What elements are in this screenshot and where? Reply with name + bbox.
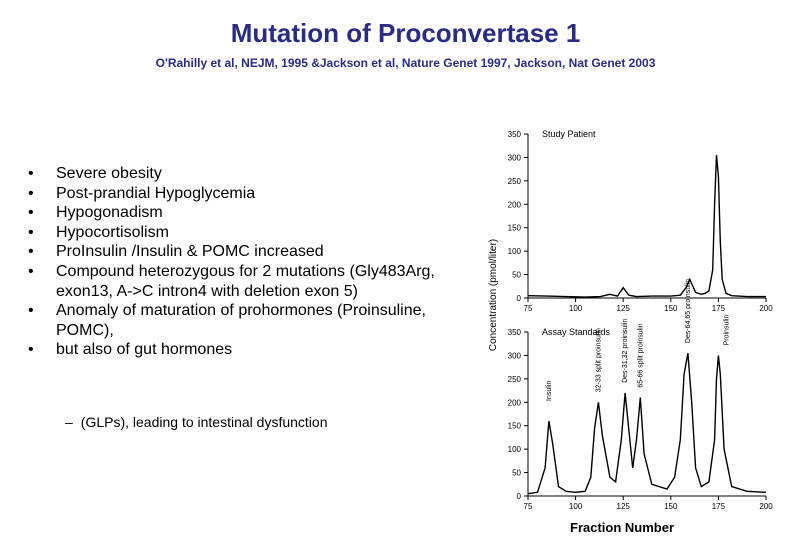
bullet-marker: • bbox=[28, 243, 34, 261]
y-tick-label: 350 bbox=[508, 328, 522, 337]
panel-title: Study Patient bbox=[542, 129, 596, 139]
bullet-item: • Severe obesity bbox=[25, 164, 465, 184]
peak-annotation: Proinsulin bbox=[723, 315, 730, 346]
x-tick-label: 125 bbox=[617, 304, 631, 313]
bullet-text: Severe obesity bbox=[56, 165, 162, 182]
bullet-text: Compound heterozygous for 2 mutations (G… bbox=[56, 262, 435, 300]
bullet-item: • Compound heterozygous for 2 mutations (… bbox=[25, 262, 465, 301]
x-tick-label: 75 bbox=[524, 304, 533, 313]
x-tick-label: 150 bbox=[664, 502, 678, 510]
y-axis-label: Concentration (pmol/liter) bbox=[488, 239, 499, 351]
bullet-text: Hypocortisolism bbox=[56, 223, 169, 241]
x-tick-label: 175 bbox=[712, 304, 726, 313]
y-tick-label: 50 bbox=[512, 271, 521, 280]
bullet-marker: • bbox=[28, 204, 34, 222]
bullet-item: • but also of gut hormones bbox=[25, 340, 465, 360]
x-tick-label: 100 bbox=[569, 502, 583, 510]
hplc-chromatogram-figure: Concentration (pmol/liter) 0 50 100 150 200 2… bbox=[488, 129, 774, 510]
assay-standards-panel: 0 50 100 150 200 250 300 350 75 100 125 150 175 200 As… bbox=[508, 279, 774, 510]
peak-annotation: 65-66 split proinsulin bbox=[637, 323, 644, 387]
bullet-text: Anomaly of maturation of prohormones (Pr… bbox=[56, 302, 426, 339]
slide-title: Mutation of Proconvertase 1 bbox=[230, 18, 581, 48]
y-tick-label: 150 bbox=[508, 224, 522, 233]
study-patient-panel: 0 50 100 150 200 250 300 350 75 100 125 150 175 200 St… bbox=[508, 129, 774, 313]
y-tick-label: 100 bbox=[508, 247, 522, 256]
y-tick-label: 0 bbox=[517, 294, 522, 303]
bullet-marker: • bbox=[28, 223, 34, 241]
sub-bullet-text: (GLPs), leading to intestinal dysfunctio… bbox=[80, 414, 328, 430]
x-tick-label: 200 bbox=[759, 304, 773, 313]
x-tick-label: 125 bbox=[617, 502, 631, 510]
y-tick-label: 200 bbox=[508, 200, 522, 209]
panel-title: Assay Standards bbox=[542, 327, 611, 337]
y-tick-label: 150 bbox=[508, 422, 522, 431]
bullet-item: • Post-prandial Hypoglycemia bbox=[25, 184, 465, 204]
y-tick-label: 250 bbox=[508, 177, 522, 186]
peak-annotation: Des-64,65 proinsulin bbox=[685, 279, 692, 343]
y-tick-label: 100 bbox=[508, 445, 522, 454]
x-tick-label: 100 bbox=[569, 304, 583, 313]
bullet-text: Post-prandial Hypoglycemia bbox=[56, 184, 256, 202]
bullet-list: • Severe obesity • Post-prandial Hypoglyce… bbox=[25, 164, 465, 360]
citation: O'Rahilly et al, NEJM, 1995 &Jackson et … bbox=[155, 56, 656, 70]
bullet-marker: • bbox=[28, 341, 34, 359]
peak-annotation: Des-31,32 proinsulin bbox=[622, 319, 629, 383]
y-tick-label: 250 bbox=[508, 375, 522, 384]
x-tick-label: 175 bbox=[712, 502, 726, 510]
bullet-item: • ProInsulin /Insulin & POMC increased bbox=[25, 242, 465, 262]
bullet-text: but also of gut hormones bbox=[56, 341, 233, 359]
y-tick-label: 350 bbox=[508, 130, 522, 139]
peak-annotation: 32-33 split proinsulin bbox=[595, 328, 602, 392]
bullet-item: • Anomaly of maturation of prohormones (P… bbox=[25, 301, 465, 340]
sub-bullet-dash: – bbox=[65, 414, 73, 430]
series-line bbox=[527, 352, 767, 495]
bullet-marker: • bbox=[28, 262, 34, 280]
sub-bullet: – (GLPs), leading to intestinal dysfuncti… bbox=[65, 414, 328, 430]
y-tick-label: 0 bbox=[517, 492, 522, 501]
y-tick-label: 300 bbox=[508, 153, 522, 162]
bullet-item: • Hypogonadism bbox=[25, 203, 465, 223]
peak-annotation: Insulin bbox=[546, 381, 553, 401]
bullet-text: Hypogonadism bbox=[56, 204, 163, 222]
bullet-text: ProInsulin /Insulin & POMC increased bbox=[56, 243, 324, 261]
series-line bbox=[527, 155, 766, 298]
bullet-marker: • bbox=[28, 302, 34, 320]
x-tick-label: 200 bbox=[759, 502, 773, 510]
y-tick-label: 200 bbox=[508, 398, 522, 407]
y-tick-label: 300 bbox=[508, 351, 522, 360]
y-tick-label: 50 bbox=[512, 469, 521, 478]
x-tick-label: 75 bbox=[524, 502, 533, 510]
x-axis-label: Fraction Number bbox=[570, 520, 675, 535]
bullet-item: • Hypocortisolism bbox=[25, 223, 465, 243]
x-tick-label: 150 bbox=[664, 304, 678, 313]
bullet-marker: • bbox=[28, 165, 34, 182]
bullet-marker: • bbox=[28, 184, 34, 202]
